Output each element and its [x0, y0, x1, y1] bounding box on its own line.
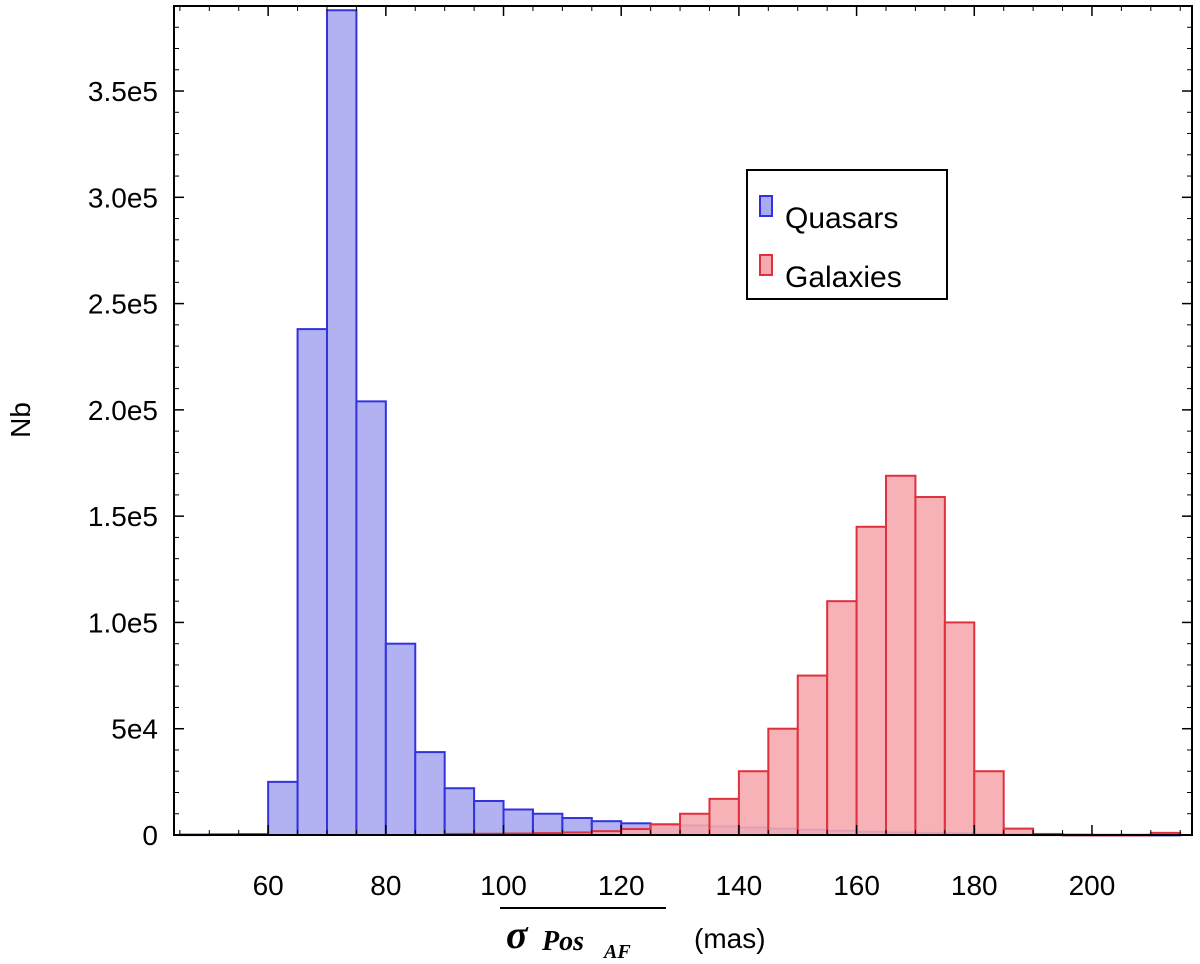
legend-swatch-galaxies: [759, 254, 773, 276]
x-tick-label-60: 60: [253, 870, 284, 901]
y-tick-label-0: 0: [142, 820, 158, 851]
y-tick-label-200000: 2.0e5: [88, 395, 158, 426]
galaxies-bar-135: [708, 797, 740, 836]
galaxies-bar-180: [973, 770, 1005, 837]
x-axis-title-subscript: Pos: [541, 926, 584, 957]
quasars-bar-75: [355, 400, 387, 836]
y-tick-label-50000: 5e4: [111, 714, 158, 745]
x-tick-label-200: 200: [1069, 870, 1116, 901]
legend-label-quasars: Quasars: [785, 202, 898, 235]
quasars-bar-60: [267, 780, 299, 836]
quasars-bar-85: [414, 751, 446, 836]
galaxies-bar-165: [885, 474, 917, 836]
quasars-bar-65: [296, 328, 328, 836]
legend-swatch-quasars: [759, 195, 773, 217]
y-tick-label-250000: 2.5e5: [88, 289, 158, 320]
y-tick-label-100000: 1.0e5: [88, 607, 158, 638]
x-axis-title-symbol: σ: [506, 912, 529, 957]
y-tick-label-150000: 1.5e5: [88, 501, 158, 532]
quasars-bar-105: [531, 812, 564, 837]
x-tick-label-180: 180: [951, 870, 998, 901]
galaxies-bar-140: [737, 770, 770, 837]
x-tick-label-140: 140: [716, 870, 763, 901]
x-axis-title-unit: (mas): [694, 923, 766, 954]
y-axis-title: Nb: [5, 402, 36, 438]
legend-box: [746, 169, 948, 300]
galaxies-bar-130: [679, 812, 711, 837]
legend-label-galaxies: Galaxies: [785, 261, 902, 294]
quasars-bar-100: [502, 808, 534, 837]
galaxies-bar-150: [796, 674, 829, 836]
plot-frame: [173, 5, 1193, 836]
quasars-bars: [178, 9, 1182, 837]
x-tick-label-80: 80: [370, 870, 401, 901]
galaxies-bar-155: [826, 600, 858, 837]
galaxies-bar-125: [649, 823, 682, 836]
y-tick-label-350000: 3.5e5: [88, 76, 158, 107]
galaxies-bar-170: [914, 496, 946, 836]
galaxies-bar-175: [943, 621, 976, 837]
galaxies-bar-160: [855, 525, 888, 836]
x-axis-title-subsubscript: AF: [602, 941, 631, 963]
x-tick-label-160: 160: [833, 870, 880, 901]
galaxies-bars: [443, 474, 1182, 837]
quasars-bar-80: [384, 642, 417, 837]
y-tick-label-300000: 3.0e5: [88, 182, 158, 213]
quasars-bar-70: [325, 9, 358, 836]
quasars-bar-90: [443, 787, 476, 837]
galaxies-bar-145: [767, 727, 799, 837]
legend: Quasars Galaxies: [746, 169, 948, 300]
x-axis-title: σ Pos AF (mas): [500, 907, 766, 963]
quasars-bar-95: [473, 799, 505, 837]
x-tick-label-120: 120: [598, 870, 645, 901]
x-tick-label-100: 100: [480, 870, 527, 901]
axis-ticks: 60 80 100 120 140 160 180 200 0 5e4 1.0e5 1.5e5 2.0e…: [88, 6, 1192, 901]
